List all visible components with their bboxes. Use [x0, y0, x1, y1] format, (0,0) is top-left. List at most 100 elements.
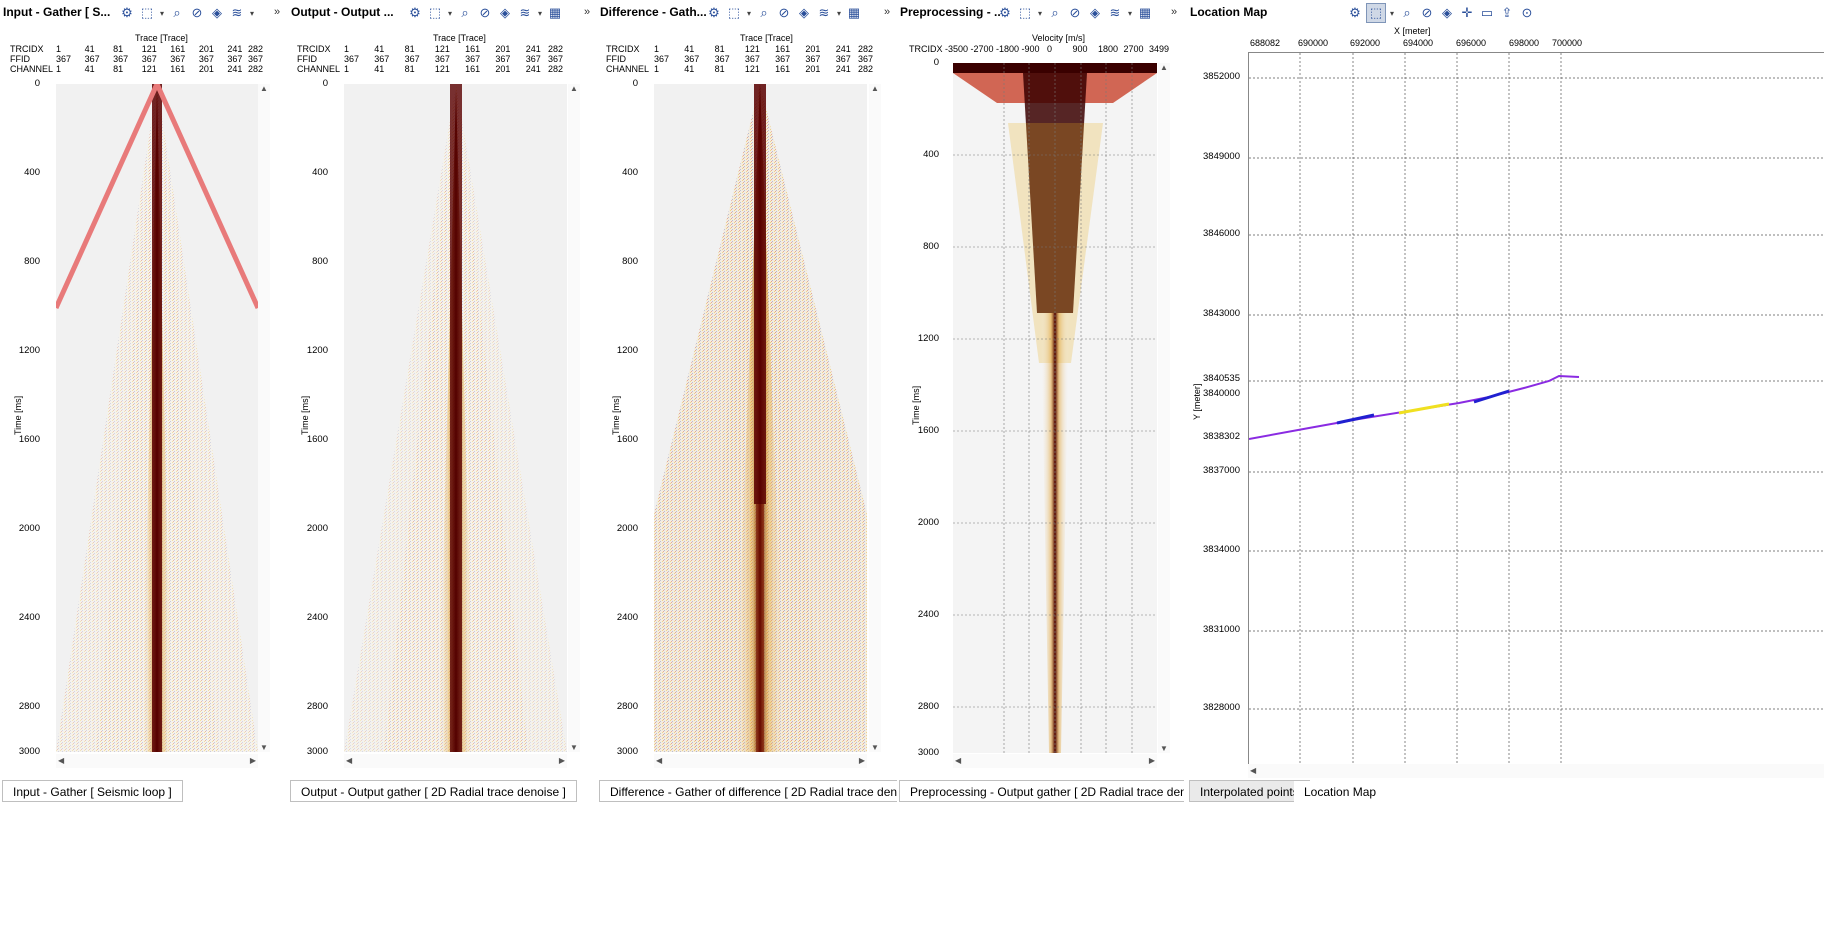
chevron-down-icon[interactable]: ▾ [836, 8, 841, 18]
map-y-tick: 3831000 [1203, 624, 1240, 635]
layers-icon[interactable]: ◈ [500, 5, 510, 20]
header-trcidx-value: 41 [84, 44, 95, 54]
pick-icon[interactable]: ⊘ [778, 5, 790, 20]
tab-difference[interactable]: Difference - Gather of difference [ 2D R… [599, 780, 897, 802]
table-icon[interactable]: ▦ [548, 5, 562, 20]
layers-icon[interactable]: ◈ [799, 5, 809, 20]
chevron-down-icon[interactable]: ▾ [1037, 8, 1042, 18]
chevron-down-icon[interactable]: ▾ [1389, 8, 1394, 18]
wiggle-icon[interactable]: ≋ [231, 5, 243, 20]
pick-icon[interactable]: ⊘ [479, 5, 491, 20]
time-tick: 2800 [306, 701, 328, 713]
pointer-icon[interactable]: ⬚ [727, 5, 741, 20]
tab-preprocessing[interactable]: Preprocessing - Output gather [ 2D Radia… [899, 780, 1184, 802]
chevron-down-icon[interactable]: ▾ [537, 8, 542, 18]
header-channel-value: 121 [744, 64, 760, 74]
tab-output[interactable]: Output - Output gather [ 2D Radial trace… [290, 780, 577, 802]
wiggle-icon[interactable]: ≋ [818, 5, 830, 20]
gear-icon[interactable]: ⚙ [708, 5, 720, 20]
gear-icon[interactable]: ⚙ [1349, 5, 1361, 20]
horizontal-scrollbar[interactable]: ◀ ▶ [953, 754, 1157, 768]
header-trcidx-value: 241 [835, 44, 851, 54]
seismic-plot[interactable] [56, 84, 258, 752]
time-tick: 800 [312, 256, 328, 268]
header-trcidx-value: 282 [858, 44, 874, 54]
pointer-icon[interactable]: ⬚ [1366, 3, 1386, 23]
zoom-icon[interactable]: ⌕ [173, 5, 181, 20]
comment-icon[interactable]: ▭ [1480, 5, 1494, 20]
time-tick: 0 [933, 57, 939, 68]
chevron-down-icon[interactable]: ▾ [159, 8, 164, 18]
time-tick: 800 [923, 241, 939, 252]
gear-icon[interactable]: ⚙ [409, 5, 421, 20]
layers-icon[interactable]: ◈ [1090, 5, 1100, 20]
layers-icon[interactable]: ◈ [212, 5, 222, 20]
velocity-plot[interactable] [953, 63, 1157, 753]
chevron-down-icon[interactable]: ▾ [1127, 8, 1132, 18]
wiggle-icon[interactable]: ≋ [1109, 5, 1121, 20]
crosshair-icon[interactable]: ✛ [1461, 5, 1473, 20]
overflow-icon[interactable]: » [884, 6, 891, 18]
horizontal-scrollbar[interactable]: ◀ ▶ [56, 754, 258, 768]
chevron-down-icon[interactable]: ▾ [249, 8, 254, 18]
x-axis-label: X [meter] [1394, 26, 1431, 36]
gear-icon[interactable]: ⚙ [121, 5, 133, 20]
seismic-plot[interactable] [654, 84, 867, 752]
tab-location-map[interactable]: Location Map [1294, 781, 1387, 803]
wiggle-icon[interactable]: ≋ [519, 5, 531, 20]
pick-icon[interactable]: ⊘ [1069, 5, 1081, 20]
zoom-icon[interactable]: ⌕ [1051, 5, 1059, 20]
horizontal-scrollbar[interactable]: ◀ ▶ [344, 754, 567, 768]
table-icon[interactable]: ▦ [847, 5, 861, 20]
chevron-down-icon[interactable]: ▾ [447, 8, 452, 18]
overflow-icon[interactable]: » [584, 6, 591, 18]
zoom-fit-icon[interactable]: ⊙ [1521, 5, 1533, 20]
gear-icon[interactable]: ⚙ [999, 5, 1011, 20]
time-tick: 2000 [306, 523, 328, 535]
pointer-icon[interactable]: ⬚ [1018, 5, 1032, 20]
header-trcidx-value: 41 [684, 44, 695, 54]
y-axis-label: Time [ms] [13, 395, 23, 435]
layers-icon[interactable]: ◈ [1442, 5, 1452, 20]
seismic-plot[interactable] [344, 84, 567, 752]
vertical-scrollbar[interactable]: ▲ ▼ [1158, 63, 1170, 753]
time-tick: 0 [632, 78, 638, 89]
vertical-scrollbar[interactable]: ▲ ▼ [568, 84, 580, 752]
overflow-icon[interactable]: » [274, 6, 281, 18]
vertical-scrollbar[interactable]: ▲ ▼ [869, 84, 881, 752]
tab-input[interactable]: Input - Gather [ Seismic loop ] [2, 780, 183, 802]
header-label-ffid: FFID [10, 54, 30, 64]
header-title: Trace [Trace] [433, 33, 486, 43]
time-tick: 1600 [616, 434, 638, 446]
horizontal-scrollbar[interactable]: ◀ [1248, 764, 1824, 778]
map-x-tick: 700000 [1552, 38, 1583, 48]
zoom-icon[interactable]: ⌕ [461, 5, 469, 20]
header-trcidx-value: 201 [198, 44, 214, 54]
export-icon[interactable]: ⇪ [1501, 5, 1513, 20]
time-tick: 2800 [616, 701, 638, 713]
zoom-icon[interactable]: ⌕ [1403, 5, 1411, 20]
map-x-tick: 694000 [1403, 38, 1434, 48]
map-svg [1249, 53, 1824, 765]
header-trcidx-value: 121 [744, 44, 760, 54]
pointer-icon[interactable]: ⬚ [140, 5, 154, 20]
zoom-icon[interactable]: ⌕ [760, 5, 768, 20]
pick-icon[interactable]: ⊘ [1421, 5, 1433, 20]
overflow-icon[interactable]: » [1171, 6, 1178, 18]
header-ffid-value: 367 [434, 54, 450, 64]
horizontal-scrollbar[interactable]: ◀ ▶ [654, 754, 867, 768]
tab-interpolated-points[interactable]: Interpolated points [1189, 780, 1310, 802]
map-plot[interactable] [1248, 52, 1824, 765]
header-trcidx-value: 282 [248, 44, 264, 54]
time-tick: 400 [24, 167, 40, 179]
chevron-down-icon[interactable]: ▾ [746, 8, 751, 18]
pick-icon[interactable]: ⊘ [191, 5, 203, 20]
header-ffid-value: 367 [805, 54, 821, 64]
y-axis-label: Time [ms] [300, 395, 310, 435]
header-trcidx-value: 1 [344, 44, 350, 54]
toolbar: ⚙ ⬚ ▾ ⌕ ⊘ ◈ ≋ ▾ ▦ [705, 2, 863, 24]
vertical-scrollbar[interactable]: ▲ ▼ [258, 84, 270, 752]
table-icon[interactable]: ▦ [1138, 5, 1152, 20]
mute-line-left [56, 84, 160, 310]
pointer-icon[interactable]: ⬚ [428, 5, 442, 20]
